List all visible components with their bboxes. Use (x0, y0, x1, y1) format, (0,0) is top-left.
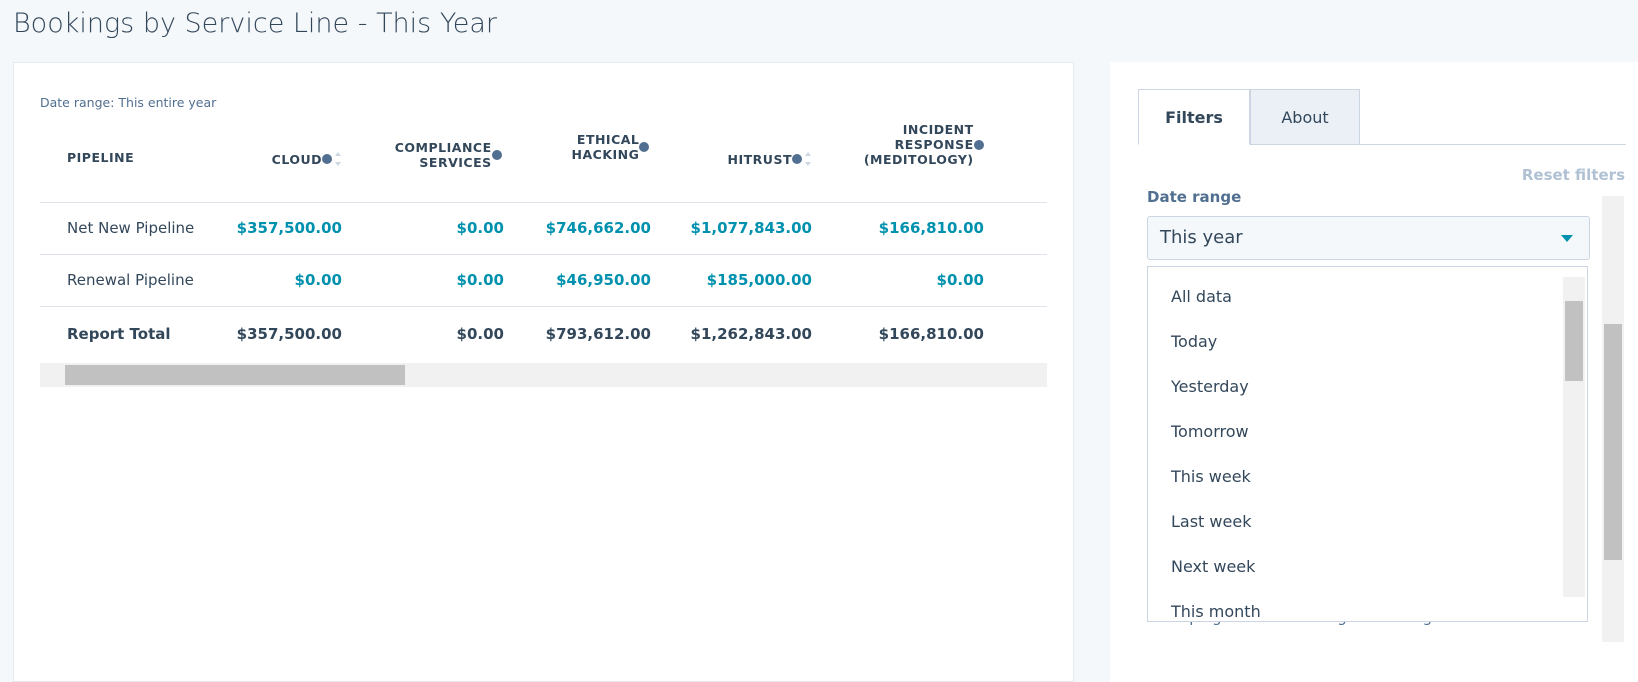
column-header[interactable]: CLOUD (232, 150, 342, 168)
cell[interactable]: $0.00 (456, 271, 504, 289)
column-header[interactable]: HITRUST (702, 150, 812, 168)
column-header[interactable]: PIPELINE (67, 150, 217, 165)
dropdown-option[interactable]: Yesterday (1171, 377, 1249, 396)
dropdown-scrollbar[interactable] (1563, 277, 1585, 597)
row-separator (40, 306, 1047, 307)
scroll-thumb[interactable] (65, 365, 405, 385)
sort-icon[interactable] (792, 150, 812, 168)
cell[interactable]: $46,950.00 (556, 271, 651, 289)
cell[interactable]: $0.00 (456, 219, 504, 237)
field-label: Date range (1147, 188, 1242, 206)
row-label: Renewal Pipeline (67, 271, 194, 289)
sort-icon[interactable] (973, 136, 984, 154)
page: Bookings by Service Line - This Year Dat… (13, 8, 1626, 682)
cell[interactable]: $166,810.00 (878, 219, 984, 237)
column-header[interactable]: INCIDENT RESPONSE (MEDITOLOGY) (834, 122, 984, 167)
sort-icon[interactable] (491, 146, 504, 164)
cell[interactable]: $1,077,843.00 (690, 219, 812, 237)
dropdown-option[interactable]: All data (1171, 287, 1232, 306)
row-label: Net New Pipeline (67, 219, 195, 237)
cell[interactable]: $0.00 (936, 271, 984, 289)
header-text: INCIDENT RESPONSE (MEDITOLOGY) (863, 122, 974, 167)
header-text: PIPELINE (67, 150, 135, 165)
page-title: Bookings by Service Line - This Year (13, 8, 497, 39)
tab-line (1138, 144, 1626, 145)
cell: $166,810.00 (878, 325, 984, 343)
cell: $357,500.00 (236, 325, 342, 343)
row-separator (40, 202, 1047, 203)
cell[interactable]: $0.00 (294, 271, 342, 289)
caret (1561, 235, 1573, 242)
dropdown-option[interactable]: Tomorrow (1171, 422, 1249, 441)
row-label: Report Total (67, 325, 171, 343)
cell: $1,262,843.00 (690, 325, 812, 343)
dropdown-option[interactable]: This month (1171, 602, 1261, 621)
cell[interactable]: $185,000.00 (706, 271, 812, 289)
reset-button[interactable]: Reset filters (1521, 166, 1625, 184)
select[interactable]: This year (1147, 216, 1590, 260)
tab[interactable]: About (1250, 89, 1360, 145)
header-text: HITRUST (727, 151, 792, 167)
sort-icon[interactable] (322, 150, 342, 168)
date-range-note: Date range: This entire year (40, 95, 217, 110)
header-text: CLOUD (271, 151, 322, 167)
header-text: ETHICAL HACKING (571, 132, 640, 162)
header-text: COMPLIANCE SERVICES (394, 140, 492, 170)
cell: $0.00 (456, 325, 504, 343)
tab[interactable]: Filters (1138, 89, 1250, 145)
sort-icon[interactable] (639, 138, 651, 156)
dropdown-option[interactable]: Last week (1171, 512, 1252, 531)
column-header[interactable]: ETHICAL HACKING (561, 132, 651, 162)
column-header[interactable]: COMPLIANCE SERVICES (384, 140, 504, 170)
select-value: This year (1160, 227, 1243, 248)
dropdown: All data Today Yesterday Tomorrow This week L… (1147, 266, 1588, 622)
panel-scrollbar[interactable] (1602, 196, 1624, 642)
row-separator (40, 254, 1047, 255)
cell[interactable]: $357,500.00 (236, 219, 342, 237)
dropdown-option[interactable]: Next week (1171, 557, 1256, 576)
dropdown-option[interactable]: Today (1171, 332, 1218, 351)
cell: $793,612.00 (545, 325, 651, 343)
dropdown-option[interactable]: This week (1171, 467, 1251, 486)
cell[interactable]: $746,662.00 (545, 219, 651, 237)
